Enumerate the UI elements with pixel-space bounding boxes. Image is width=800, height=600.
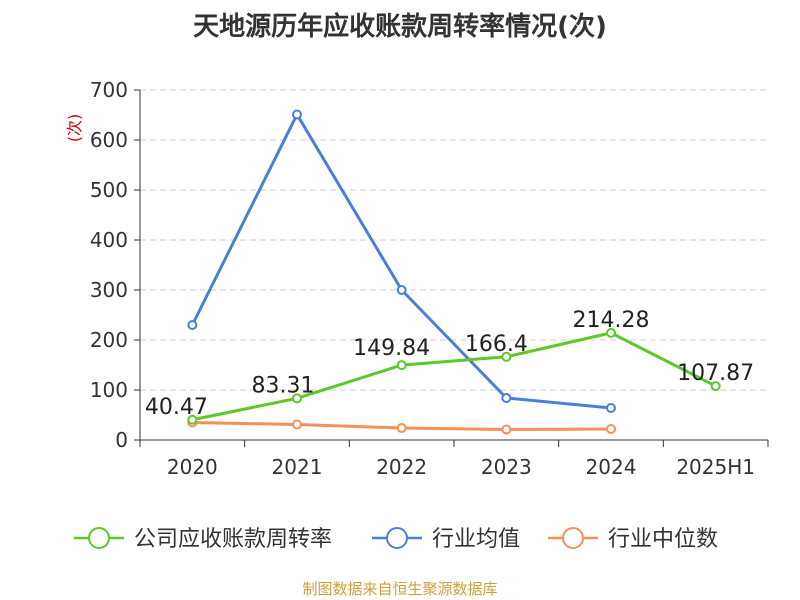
legend[interactable]: 公司应收账款周转率 行业均值 行业中位数 [74,527,718,552]
legend-label: 公司应收账款周转率 [134,527,332,552]
data-label: 40.47 [145,395,208,420]
y-tick-label: 600 [90,128,128,152]
y-tick-label: 200 [90,328,128,352]
legend-marker [88,527,110,549]
legend-marker [386,527,408,549]
grid-lines [140,89,768,391]
data-point [292,393,302,404]
data-point [606,327,616,338]
series-line-0 [192,331,717,422]
x-tick-label: 2022 [376,455,427,479]
data-point [396,285,407,295]
data-label: 149.84 [353,336,430,361]
legend-item-1[interactable]: 行业均值 [372,527,520,552]
data-point [292,419,302,430]
legend-label: 行业中位数 [608,527,718,552]
data-label: 83.31 [252,373,315,398]
data-label: 166.4 [465,332,528,357]
series-lines [187,109,721,435]
data-point [501,393,512,403]
data-labels: 40.47 83.31 149.84 166.4 214.28 107.87 [145,308,754,420]
y-tick-label: 700 [90,78,128,102]
data-label: 107.87 [677,361,754,386]
data-point [606,403,616,413]
x-tick-label: 2023 [481,455,532,479]
y-tick-label: 500 [90,178,128,202]
y-tick-label: 300 [90,278,128,302]
data-point [606,424,616,434]
data-point [187,414,198,425]
y-tick-label: 400 [90,228,128,252]
x-tick-label: 2025H1 [676,455,755,479]
chart-title: 天地源历年应收账款周转率情况(次) [193,12,607,42]
data-label: 214.28 [573,308,650,333]
y-tick-label: 0 [115,428,128,452]
legend-label: 行业均值 [432,527,520,552]
data-point [501,424,512,435]
data-point [187,320,198,330]
x-tick-label: 2024 [586,455,637,479]
legend-marker [562,527,584,549]
axes: 0 100 200 300 400 500 600 700 (次) 2020 2021 2022 202… [65,78,769,479]
y-axis-unit-label: (次) [65,114,84,143]
data-point [292,109,302,120]
y-tick-label: 100 [90,378,128,402]
x-tick-label: 2021 [272,455,323,479]
data-point [396,360,407,371]
source-note: 制图数据来自恒生聚源数据库 [302,580,498,598]
legend-item-0[interactable]: 公司应收账款周转率 [74,527,332,552]
data-point [501,351,512,362]
data-point [710,381,721,392]
data-point [396,423,407,433]
x-tick-label: 2020 [167,455,218,479]
legend-item-2[interactable]: 行业中位数 [548,527,718,552]
